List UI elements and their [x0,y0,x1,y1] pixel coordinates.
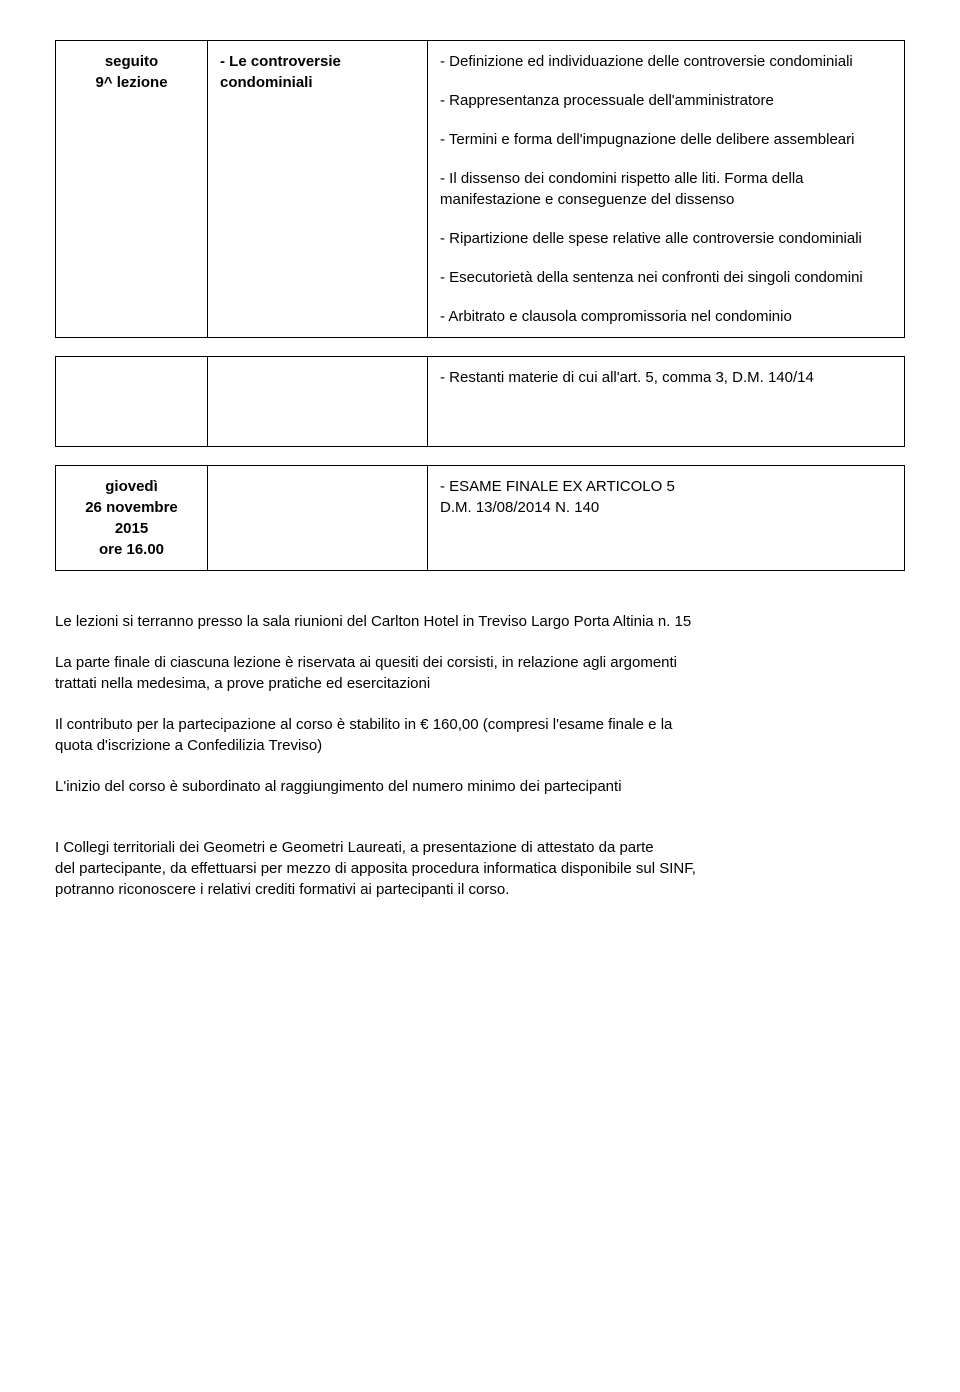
body-p2b: trattati nella medesima, a prove pratich… [55,673,905,694]
exam-right-cell: - ESAME FINALE EX ARTICOLO 5 D.M. 13/08/… [428,466,905,571]
lesson-table-1: seguito 9^ lezione - Le controversie con… [55,40,905,338]
lesson-left-line1: seguito [68,51,195,72]
body-p4: L'inizio del corso è subordinato al ragg… [55,776,905,797]
lesson-item: - Il dissenso dei condomini rispetto all… [440,168,892,210]
lesson-left-line2: 9^ lezione [68,72,195,93]
lesson-table-2: - Restanti materie di cui all'art. 5, co… [55,356,905,447]
lesson2-left-cell [56,357,208,447]
body-p5b: del partecipante, da effettuarsi per mez… [55,858,905,879]
lesson-left-cell: seguito 9^ lezione [56,41,208,338]
lesson-item: - Definizione ed individuazione delle co… [440,51,892,72]
exam-right-line1: - ESAME FINALE EX ARTICOLO 5 [440,476,892,497]
body-p4-block: L'inizio del corso è subordinato al ragg… [55,776,905,797]
lesson2-mid-cell [208,357,428,447]
lesson2-text: - Restanti materie di cui all'art. 5, co… [440,367,892,388]
body-p5a: I Collegi territoriali dei Geometri e Ge… [55,837,905,858]
exam-table: giovedì 26 novembre 2015 ore 16.00 - ESA… [55,465,905,571]
exam-left-line3: ore 16.00 [68,539,195,560]
exam-right-line2: D.M. 13/08/2014 N. 140 [440,497,892,518]
body-p3b: quota d'iscrizione a Confedilizia Trevis… [55,735,905,756]
body-p2a: La parte finale di ciascuna lezione è ri… [55,652,905,673]
exam-mid-cell [208,466,428,571]
exam-left-line2: 26 novembre 2015 [68,497,195,539]
body-p5c: potranno riconoscere i relativi crediti … [55,879,905,900]
body-p2-block: La parte finale di ciascuna lezione è ri… [55,652,905,694]
body-p3-block: Il contributo per la partecipazione al c… [55,714,905,756]
lesson-item: - Esecutorietà della sentenza nei confro… [440,267,892,288]
body-p1-block: Le lezioni si terranno presso la sala ri… [55,611,905,632]
exam-left-line1: giovedì [68,476,195,497]
lesson-item: - Rappresentanza processuale dell'ammini… [440,90,892,111]
lesson-right-cell: - Definizione ed individuazione delle co… [428,41,905,338]
lesson-item: - Arbitrato e clausola compromissoria ne… [440,306,892,327]
body-p1: Le lezioni si terranno presso la sala ri… [55,611,905,632]
lesson-mid-cell: - Le controversie condominiali [208,41,428,338]
body-p3a: Il contributo per la partecipazione al c… [55,714,905,735]
lesson2-right-cell: - Restanti materie di cui all'art. 5, co… [428,357,905,447]
exam-left-cell: giovedì 26 novembre 2015 ore 16.00 [56,466,208,571]
lesson-item: - Ripartizione delle spese relative alle… [440,228,892,249]
lesson-item: - Termini e forma dell'impugnazione dell… [440,129,892,150]
body-p5-block: I Collegi territoriali dei Geometri e Ge… [55,837,905,900]
